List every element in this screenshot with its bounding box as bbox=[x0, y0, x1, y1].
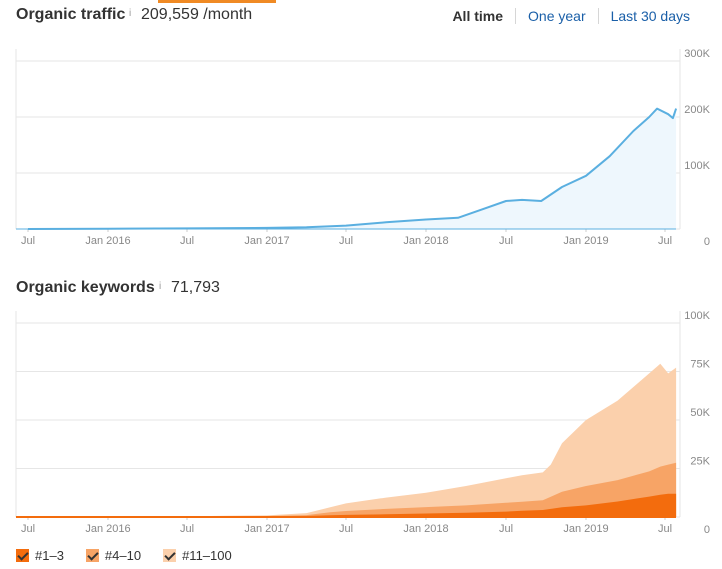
keywords-x-tick-label: Jul bbox=[21, 523, 35, 535]
traffic-x-tick-label: Jul bbox=[499, 235, 513, 247]
keywords-series-area bbox=[28, 363, 677, 517]
traffic-x-tick-label: Jan 2016 bbox=[85, 235, 130, 247]
keywords-x-tick-label: Jan 2019 bbox=[563, 523, 608, 535]
range-tab-all-time[interactable]: All time bbox=[452, 8, 504, 24]
checkbox-checked-icon[interactable] bbox=[16, 549, 29, 562]
keywords-series-area bbox=[28, 462, 677, 517]
keywords-x-tick-label: Jul bbox=[180, 523, 194, 535]
checkbox-checked-icon[interactable] bbox=[85, 549, 99, 562]
legend-label: #11–100 bbox=[182, 548, 232, 563]
keywords-legend: #1–3 #4–10 #11–100 bbox=[16, 548, 254, 563]
traffic-x-tick-label: Jan 2017 bbox=[244, 235, 289, 247]
keywords-value: 71,793 bbox=[171, 279, 220, 296]
range-tabs: All time One year Last 30 days bbox=[440, 8, 702, 24]
keywords-chart[interactable]: 100K 75K 50K 25K 0 Jul Jan 2016 Jul Jan 2017 Jul J… bbox=[0, 0, 722, 540]
traffic-x-tick-label: Jan 2018 bbox=[403, 235, 448, 247]
keywords-x-tick-label: Jan 2016 bbox=[85, 523, 130, 535]
checkbox-checked-icon[interactable] bbox=[163, 549, 177, 562]
traffic-series-line bbox=[27, 107, 678, 230]
traffic-value: 209,559 /month bbox=[141, 6, 253, 23]
traffic-x-tick-label: Jul bbox=[339, 235, 353, 247]
traffic-x-tick-label: Jul bbox=[658, 235, 672, 247]
keywords-x-tick-label: Jan 2018 bbox=[403, 523, 448, 535]
traffic-chart[interactable]: 300K 200K 100K 0 Jul Jan 2016 Jul Jan 2017 Jul Ja… bbox=[0, 0, 722, 252]
traffic-info-icon[interactable]: i bbox=[129, 8, 132, 19]
legend-item-top10[interactable]: #4–10 bbox=[85, 548, 142, 563]
keywords-y-tick-label: 100K bbox=[684, 310, 710, 322]
traffic-y-tick-label: 200K bbox=[684, 104, 710, 116]
traffic-y-tick-label: 0 bbox=[704, 236, 710, 248]
keywords-x-tick-label: Jul bbox=[339, 523, 353, 535]
legend-item-top3[interactable]: #1–3 bbox=[16, 548, 64, 563]
keywords-title: Organic keywords bbox=[16, 279, 155, 296]
legend-label: #1–3 bbox=[35, 548, 64, 563]
keywords-y-tick-label: 25K bbox=[690, 456, 710, 468]
keywords-y-tick-label: 0 bbox=[704, 524, 710, 536]
traffic-x-tick-label: Jul bbox=[180, 235, 194, 247]
legend-item-top100[interactable]: #11–100 bbox=[163, 548, 232, 563]
keywords-x-tick-label: Jul bbox=[658, 523, 672, 535]
range-tab-last-30-days[interactable]: Last 30 days bbox=[610, 8, 690, 24]
traffic-y-tick-label: 100K bbox=[684, 160, 710, 172]
keywords-y-tick-label: 50K bbox=[690, 407, 710, 419]
active-section-accent bbox=[158, 0, 276, 3]
keywords-y-tick-label: 75K bbox=[690, 359, 710, 371]
range-divider bbox=[515, 8, 517, 24]
traffic-area-fill bbox=[28, 108, 677, 229]
traffic-x-tick-label: Jul bbox=[21, 235, 35, 247]
keywords-x-tick-label: Jan 2017 bbox=[244, 523, 289, 535]
keywords-info-icon[interactable]: i bbox=[159, 281, 162, 292]
range-divider bbox=[597, 8, 599, 24]
keywords-series-area bbox=[28, 493, 677, 517]
traffic-title: Organic traffic bbox=[16, 6, 126, 23]
legend-label: #4–10 bbox=[104, 548, 142, 563]
keywords-x-tick-label: Jul bbox=[499, 523, 513, 535]
traffic-x-tick-label: Jan 2019 bbox=[563, 235, 608, 247]
traffic-y-tick-label: 300K bbox=[684, 48, 710, 60]
range-tab-one-year[interactable]: One year bbox=[528, 8, 586, 24]
